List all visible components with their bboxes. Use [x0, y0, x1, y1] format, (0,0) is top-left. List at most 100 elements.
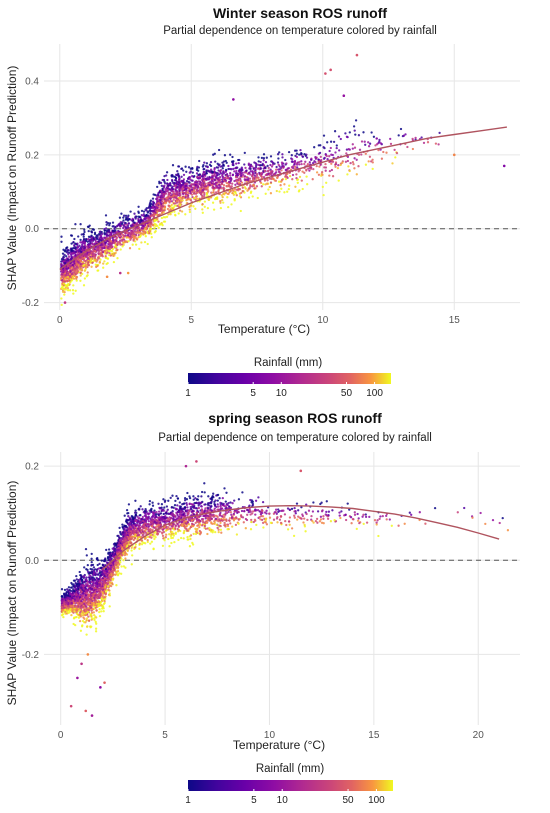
- scatter-point: [87, 238, 90, 241]
- scatter-point: [85, 619, 88, 622]
- scatter-point: [334, 151, 337, 154]
- scatter-point: [74, 269, 77, 272]
- scatter-point: [216, 171, 219, 175]
- scatter-point: [74, 581, 77, 585]
- scatter-point: [336, 166, 340, 170]
- scatter-point: [265, 182, 269, 185]
- scatter-point: [101, 232, 104, 235]
- scatter-point: [422, 141, 426, 145]
- scatter-point: [328, 149, 331, 153]
- scatter-point: [371, 161, 374, 164]
- scatter-point: [86, 596, 89, 599]
- scatter-point: [104, 595, 107, 598]
- scatter-point: [101, 594, 104, 598]
- scatter-point: [187, 198, 191, 201]
- scatter-point: [224, 180, 227, 183]
- scatter-point: [104, 585, 107, 589]
- scatter-point: [62, 271, 65, 274]
- scatter-point: [226, 196, 229, 199]
- plot-grid: [44, 452, 520, 725]
- scatter-point: [323, 156, 326, 160]
- scatter-point: [185, 198, 188, 202]
- scatter-point: [125, 216, 128, 220]
- scatter-point: [300, 152, 303, 155]
- scatter-point: [82, 235, 85, 238]
- scatter-point: [161, 211, 164, 215]
- scatter-point: [172, 206, 175, 209]
- scatter-point: [341, 161, 344, 164]
- scatter-point: [321, 185, 324, 189]
- scatter-point: [270, 165, 274, 168]
- scatter-point: [262, 183, 265, 186]
- scatter-point: [90, 611, 94, 614]
- scatter-point: [108, 605, 111, 608]
- scatter-point: [164, 190, 168, 193]
- scatter-point: [182, 182, 185, 185]
- scatter-point: [83, 246, 86, 250]
- scatter-point: [214, 160, 217, 163]
- scatter-point: [204, 182, 207, 185]
- scatter-point: [62, 615, 65, 619]
- scatter-point: [110, 572, 113, 575]
- scatter-point: [320, 158, 323, 162]
- scatter-point: [111, 237, 114, 240]
- scatter-point: [221, 174, 224, 177]
- scatter-point: [235, 169, 238, 173]
- scatter-point: [97, 604, 101, 608]
- scatter-point: [231, 173, 235, 176]
- scatter-point: [133, 212, 136, 215]
- trend-line: [59, 126, 507, 270]
- scatter-point: [66, 251, 69, 254]
- scatter-point: [215, 176, 218, 180]
- scatter-point: [60, 297, 63, 300]
- scatter-point: [324, 162, 327, 166]
- scatter-point: [70, 242, 73, 245]
- scatter-point: [230, 185, 233, 188]
- scatter-point: [105, 220, 108, 224]
- scatter-point: [94, 568, 97, 571]
- scatter-point: [112, 260, 116, 264]
- scatter-point: [83, 566, 86, 569]
- scatter-point: [120, 212, 123, 215]
- scatter-point: [91, 608, 94, 611]
- scatter-point: [209, 168, 213, 171]
- scatter-point: [122, 219, 125, 222]
- scatter-point: [70, 613, 73, 617]
- scatter-point: [212, 191, 215, 194]
- scatter-point: [178, 177, 181, 181]
- scatter-point: [88, 604, 92, 608]
- scatter-point: [163, 182, 167, 185]
- scatter-point: [83, 269, 87, 272]
- scatter-point: [345, 135, 349, 138]
- scatter-point: [91, 587, 94, 591]
- scatter-point: [117, 223, 120, 226]
- scatter-point: [66, 275, 70, 279]
- outlier-point: [502, 164, 506, 168]
- scatter-point: [104, 590, 108, 593]
- scatter-point: [275, 168, 278, 171]
- scatter-point: [105, 234, 109, 237]
- scatter-point: [68, 273, 72, 276]
- scatter-point: [86, 271, 89, 274]
- scatter-point: [74, 250, 77, 254]
- scatter-point: [338, 149, 341, 152]
- scatter-point: [94, 587, 97, 590]
- scatter-point: [81, 272, 84, 276]
- scatter-point: [121, 523, 124, 526]
- scatter-point: [249, 167, 252, 171]
- scatter-point: [231, 155, 234, 159]
- scatter-point: [85, 255, 89, 258]
- scatter-point: [319, 163, 322, 167]
- scatter-point: [112, 254, 115, 258]
- scatter-point: [134, 243, 138, 246]
- scatter-point: [260, 171, 263, 175]
- scatter-point: [305, 156, 309, 159]
- scatter-point: [367, 141, 370, 144]
- scatter-point: [209, 164, 213, 168]
- scatter-point: [230, 168, 233, 171]
- scatter-point: [301, 155, 305, 158]
- scatter-point: [79, 615, 82, 618]
- scatter-point: [353, 146, 357, 149]
- colorbar-tick-label: 5: [250, 388, 256, 399]
- scatter-point: [163, 220, 167, 223]
